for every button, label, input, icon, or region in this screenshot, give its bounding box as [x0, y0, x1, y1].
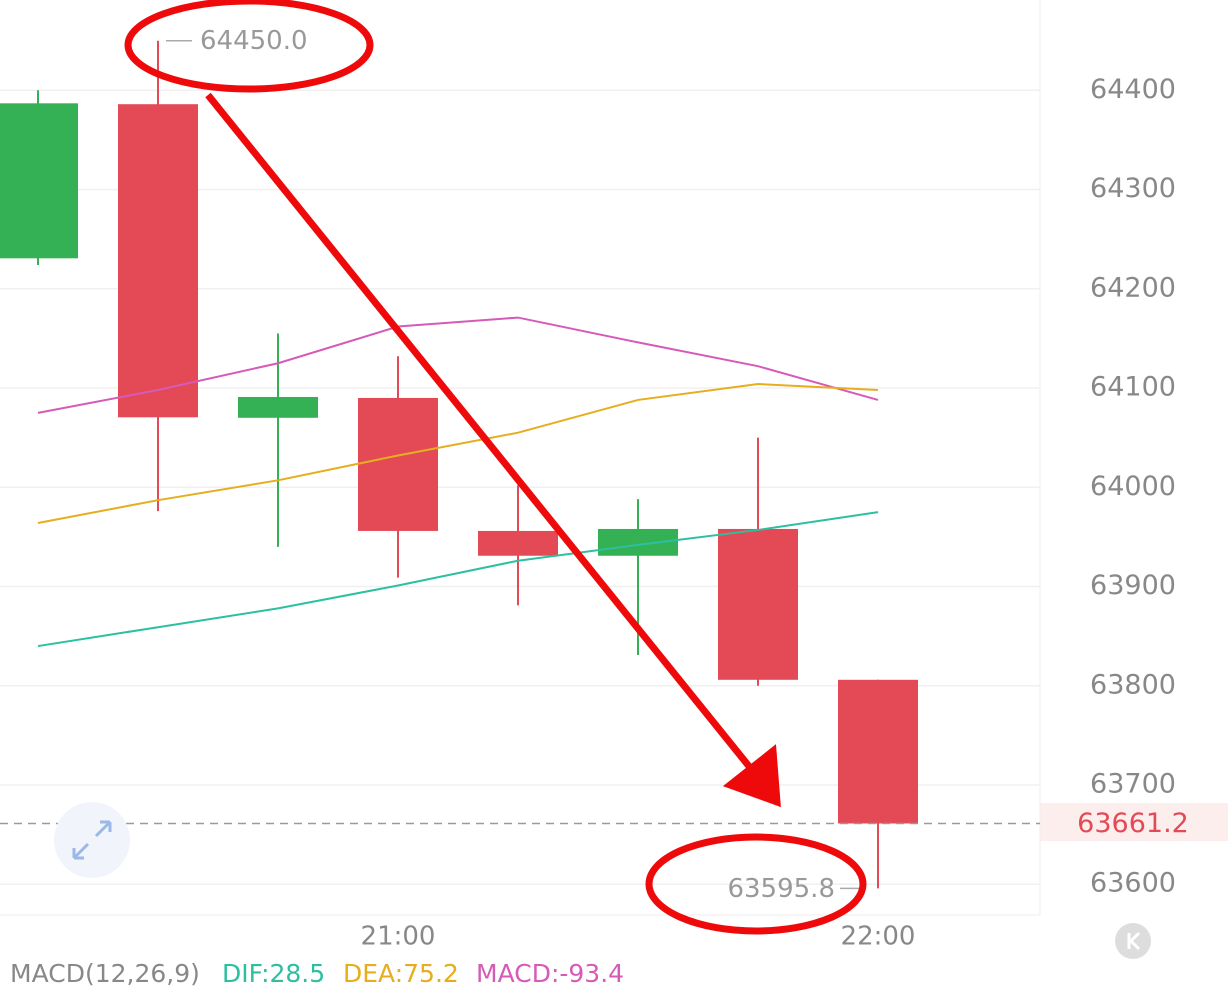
- last-price-label: 63661.2: [1077, 808, 1189, 839]
- high-label: 64450.0: [200, 26, 308, 56]
- ma-line: [37, 383, 879, 524]
- y-tick-label: 64300: [1090, 173, 1176, 204]
- candle-body: [838, 679, 918, 824]
- candle-body: [238, 396, 318, 418]
- candle-body: [0, 103, 78, 259]
- candle-body: [358, 397, 438, 531]
- candle-body: [478, 530, 558, 556]
- low-label: 63595.8: [727, 874, 835, 904]
- y-tick-label: 63700: [1090, 768, 1176, 799]
- macd-dea: DEA:75.2: [343, 959, 459, 988]
- y-tick-label: 64100: [1090, 372, 1176, 403]
- y-tick-label: 64400: [1090, 74, 1176, 105]
- macd-dif: DIF:28.5: [222, 959, 325, 988]
- expand-button[interactable]: [54, 802, 130, 878]
- annotation: [124, 0, 867, 935]
- y-tick-label: 64000: [1090, 471, 1176, 502]
- x-tick-label: 22:00: [841, 922, 916, 952]
- y-tick-label: 63800: [1090, 669, 1176, 700]
- y-tick-label: 63600: [1090, 868, 1176, 899]
- ma-line: [37, 316, 879, 414]
- candle-body: [718, 528, 798, 680]
- scroll-latest-button[interactable]: [1115, 923, 1151, 959]
- y-tick-label: 63900: [1090, 570, 1176, 601]
- y-tick-label: 64200: [1090, 272, 1176, 303]
- x-tick-label: 21:00: [361, 922, 436, 952]
- ma-line: [37, 511, 879, 648]
- macd-indicator: MACD(12,26,9): [10, 959, 200, 988]
- price-tag-bg: [1040, 803, 1228, 841]
- candle-body: [118, 104, 198, 418]
- macd-value: MACD:-93.4: [476, 959, 624, 988]
